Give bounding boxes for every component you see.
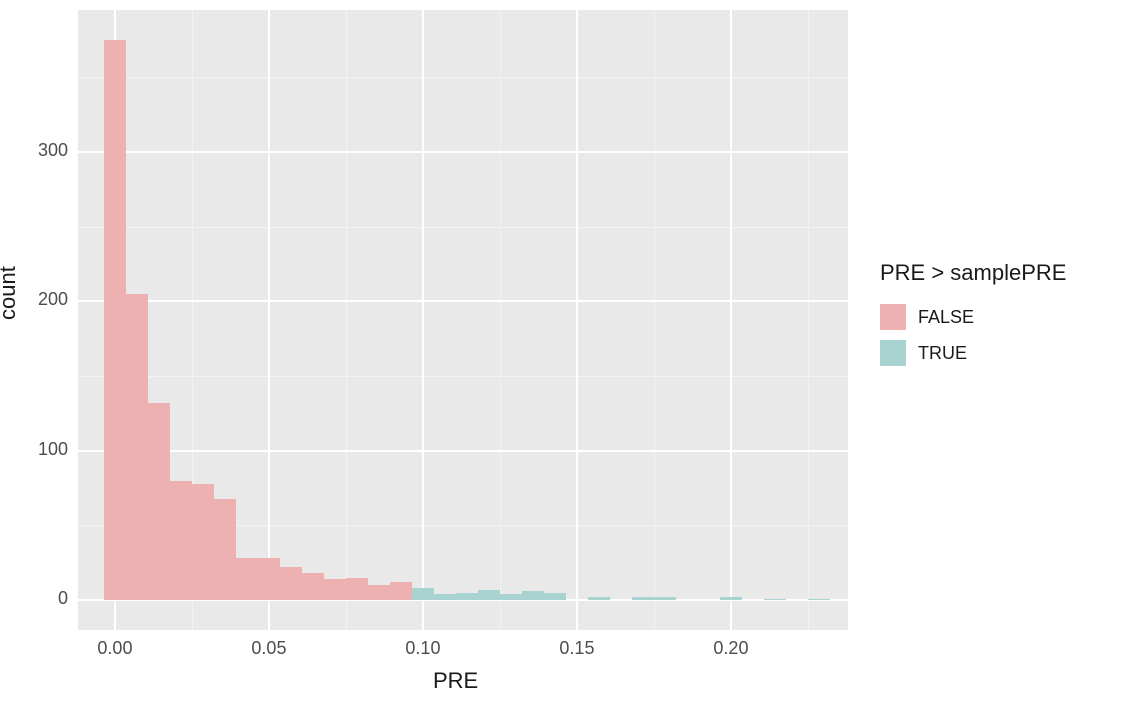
x-tick-label: 0.05	[239, 638, 299, 659]
histogram-bar	[126, 294, 148, 600]
y-axis-label: count	[0, 266, 21, 320]
histogram-bar	[192, 484, 214, 601]
histogram-bar	[522, 591, 544, 600]
histogram-bar	[258, 558, 280, 600]
x-tick-label: 0.15	[547, 638, 607, 659]
histogram-bar	[764, 599, 786, 600]
histogram-bar	[544, 593, 566, 600]
y-tick-label: 100	[0, 439, 68, 460]
x-tick-label: 0.20	[701, 638, 761, 659]
legend: PRE > samplePRE FALSE TRUE	[880, 260, 1120, 376]
legend-items: FALSE TRUE	[880, 304, 1120, 366]
histogram-bar	[280, 567, 302, 600]
histogram-bar	[588, 597, 610, 600]
x-axis-label: PRE	[433, 668, 478, 694]
histogram-bar	[368, 585, 390, 600]
histogram-bar	[434, 594, 456, 600]
histogram-bar	[346, 578, 368, 600]
histogram-bar	[236, 558, 258, 600]
histogram-bar	[324, 579, 346, 600]
legend-title: PRE > samplePRE	[880, 260, 1120, 286]
histogram-bar	[808, 599, 830, 600]
histogram-bar	[456, 593, 478, 600]
chart-area: 01002003000.000.050.100.150.20 count PRE	[0, 0, 860, 716]
x-tick-label: 0.00	[85, 638, 145, 659]
histogram-bar	[412, 588, 434, 600]
histogram-bar	[170, 481, 192, 601]
legend-label: FALSE	[918, 307, 974, 328]
histogram-bar	[478, 590, 500, 600]
y-tick-label: 300	[0, 140, 68, 161]
legend-swatch	[880, 304, 906, 330]
chart-container: 01002003000.000.050.100.150.20 count PRE…	[0, 0, 1132, 716]
histogram-bar	[148, 403, 170, 600]
histogram-bar	[104, 40, 126, 600]
y-tick-label: 0	[0, 588, 68, 609]
histogram-bar	[390, 582, 412, 600]
histogram-bar	[654, 597, 676, 600]
legend-item: FALSE	[880, 304, 1120, 330]
histogram-bar	[632, 597, 654, 600]
x-tick-label: 0.10	[393, 638, 453, 659]
histogram-bar	[214, 499, 236, 601]
legend-label: TRUE	[918, 343, 967, 364]
histogram-bar	[500, 594, 522, 600]
bars-container	[78, 10, 848, 630]
legend-item: TRUE	[880, 340, 1120, 366]
legend-swatch	[880, 340, 906, 366]
histogram-bar	[302, 573, 324, 600]
histogram-bar	[720, 597, 742, 600]
